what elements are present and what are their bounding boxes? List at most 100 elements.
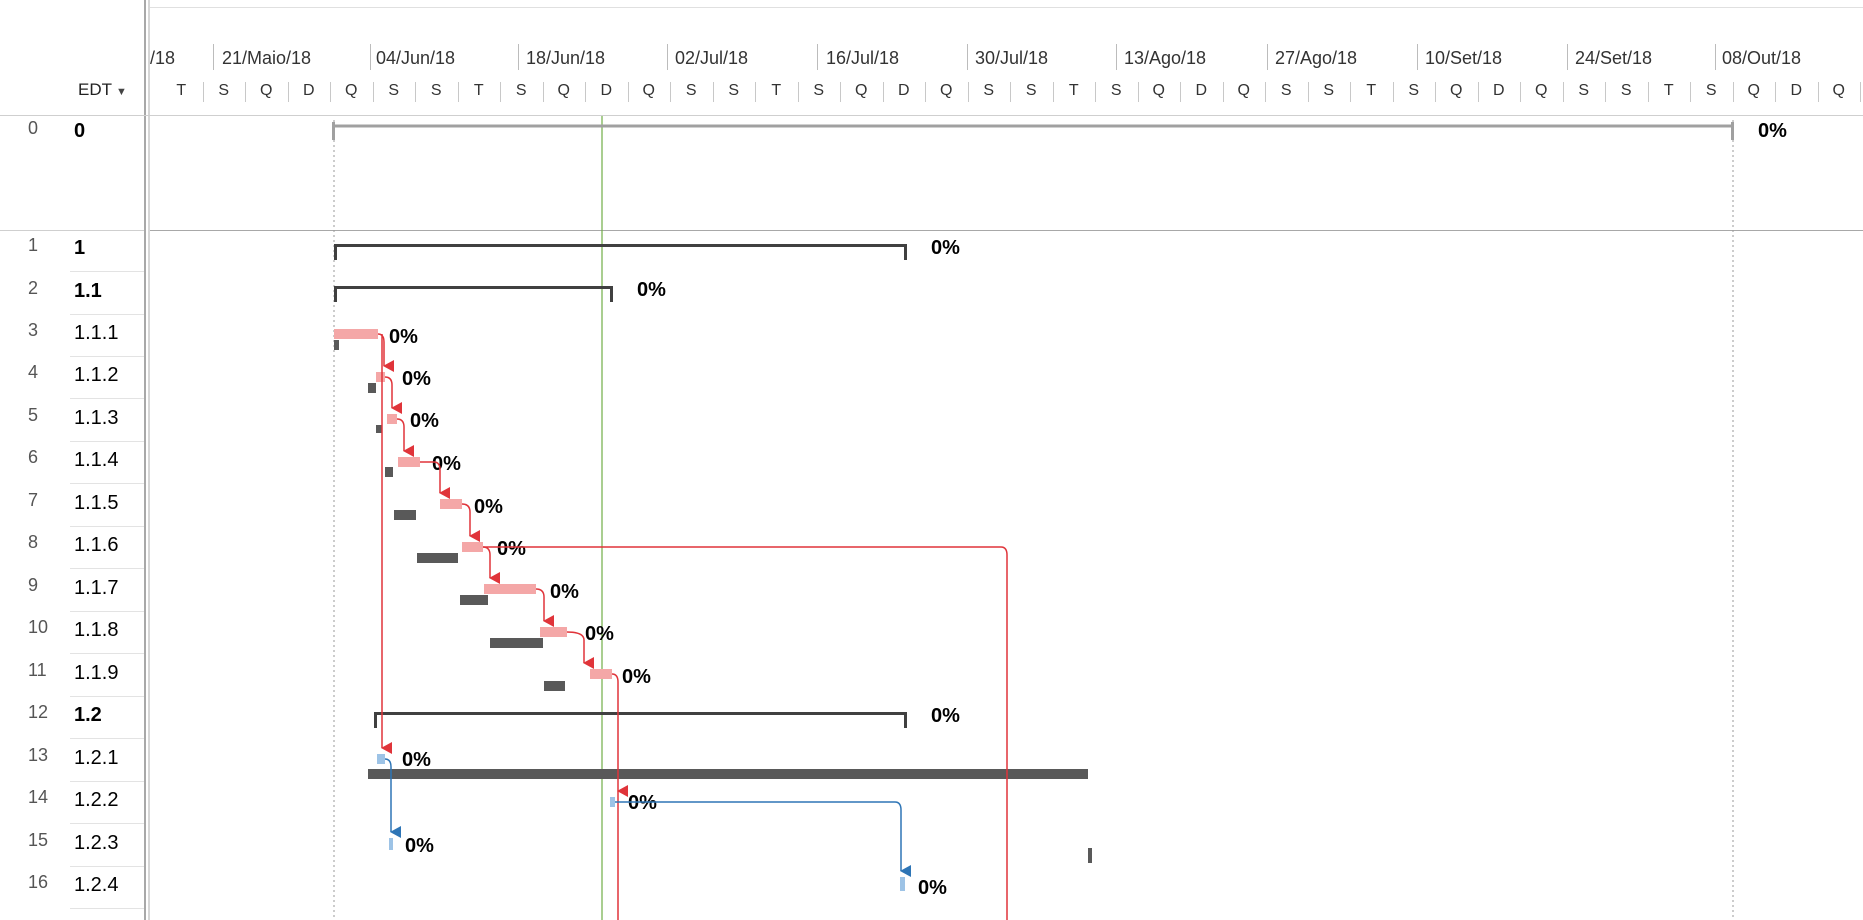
edt-cell[interactable]: 1.1.5 <box>74 492 119 514</box>
timescale-day-separator <box>755 82 756 102</box>
timescale-period-separator <box>1715 44 1716 70</box>
edt-cell[interactable]: 1 <box>74 237 86 259</box>
timescale-period-label: 04/Jun/18 <box>376 48 456 68</box>
row-number[interactable]: 9 <box>28 575 39 595</box>
timescale-day-separator <box>967 82 969 102</box>
critical-task-bar <box>387 414 397 424</box>
edt-cell[interactable]: 1.2.3 <box>74 832 119 854</box>
timescale-day-separator <box>585 82 586 102</box>
timescale-period-separator <box>967 44 968 70</box>
timescale-period-separator <box>518 44 519 70</box>
timescale-period-separator <box>1116 44 1117 70</box>
baseline-bar <box>376 425 382 433</box>
edt-cell[interactable]: 1.1.2 <box>74 364 119 386</box>
timescale-day-label: Q <box>345 82 358 99</box>
row-number[interactable]: 8 <box>28 532 39 552</box>
timescale-day-separator <box>1817 82 1819 102</box>
summary-bar-start-cap <box>334 244 337 260</box>
summary-bar-start-cap <box>334 286 337 302</box>
row-separator <box>70 696 144 697</box>
row-number[interactable]: 4 <box>28 362 39 382</box>
row-number[interactable]: 14 <box>28 787 49 807</box>
timescale-day-label: D <box>1195 82 1208 99</box>
edt-cell[interactable]: 1.2.1 <box>74 747 119 769</box>
row-number[interactable]: 6 <box>28 447 39 467</box>
edt-column <box>70 0 145 920</box>
edt-cell[interactable]: 1.1.9 <box>74 662 119 684</box>
gantt-bars-area: 0% 0% 0% 0% 0% 0% 0% 0% 0% 0% 0% 0% 0% 0% 0% 0% 0% <box>332 116 1787 920</box>
edt-cell[interactable]: 0 <box>74 120 86 142</box>
row-number[interactable]: 11 <box>28 660 47 680</box>
percent-complete-label: 0% <box>402 368 431 390</box>
summary-bar <box>334 244 907 247</box>
edt-cell[interactable]: 1.2.4 <box>74 874 119 896</box>
timescale-day-separator <box>1477 82 1479 102</box>
percent-complete-label: 0% <box>402 749 431 771</box>
timescale-day-label: Q <box>1747 82 1760 99</box>
baseline-bar <box>544 681 565 691</box>
timescale-day-label: S <box>1578 82 1590 99</box>
timescale-day-label: S <box>728 82 740 99</box>
timescale-day-separator <box>457 82 459 102</box>
row-number[interactable]: 1 <box>28 235 39 255</box>
edt-column-header[interactable]: EDT ▼ <box>78 80 127 100</box>
row-number[interactable]: 13 <box>28 745 49 765</box>
timescale-day-separator <box>287 82 289 102</box>
critical-task-bar <box>540 627 567 637</box>
baseline-bar <box>1088 848 1092 860</box>
edt-cell[interactable]: 1.1.1 <box>74 322 119 344</box>
timescale-period-separator <box>667 44 668 70</box>
critical-task-bar <box>462 542 483 552</box>
row-number[interactable]: 2 <box>28 278 39 298</box>
edt-cell[interactable]: 1.1 <box>74 280 102 302</box>
pane-splitter[interactable] <box>144 0 146 920</box>
edt-cell[interactable]: 1.1.8 <box>74 619 119 641</box>
percent-complete-label: 0% <box>918 877 947 899</box>
edt-cell[interactable]: 1.1.4 <box>74 449 119 471</box>
row-number[interactable]: 5 <box>28 405 39 425</box>
edt-cell[interactable]: 1.2 <box>74 704 102 726</box>
row-number[interactable]: 16 <box>28 872 49 892</box>
filter-dropdown-icon[interactable]: ▼ <box>116 86 127 98</box>
timescale-period-label: 27/Ago/18 <box>1275 48 1358 68</box>
timescale-period-label: 13/Ago/18 <box>1124 48 1207 68</box>
timescale-day-separator <box>1605 82 1606 102</box>
row-number[interactable]: 15 <box>28 830 49 850</box>
percent-complete-label: 0% <box>497 538 526 560</box>
timescale-day-label: T <box>176 82 187 99</box>
timescale-day-separator <box>330 82 331 102</box>
row-number[interactable]: 3 <box>28 320 39 340</box>
row-separator <box>70 314 144 315</box>
edt-cell[interactable]: 1.2.2 <box>74 789 119 811</box>
timescale-day-label: D <box>897 82 910 99</box>
timescale-period-separator <box>1567 44 1568 70</box>
timescale-day-label: S <box>1323 82 1335 99</box>
row-number[interactable]: 0 <box>28 118 39 138</box>
timescale-day-separator <box>712 82 714 102</box>
row-separator <box>70 271 144 272</box>
timescale-day-separator <box>1265 82 1266 102</box>
row-number[interactable]: 12 <box>28 702 49 722</box>
row-number[interactable]: 7 <box>28 490 39 510</box>
dependency-link <box>384 376 402 414</box>
edt-cell[interactable]: 1.1.7 <box>74 577 119 599</box>
timescale-day-label: S <box>515 82 527 99</box>
timescale-period-label: 30/Jul/18 <box>975 48 1049 68</box>
row-number[interactable]: 10 <box>28 617 49 637</box>
row-separator <box>70 781 144 782</box>
timescale-day-label: S <box>1408 82 1420 99</box>
row-separator <box>70 866 144 867</box>
percent-complete-label: 0% <box>432 453 461 475</box>
timescale-day-label: D <box>302 82 315 99</box>
critical-task-bar <box>484 584 536 594</box>
summary-bar-end-cap <box>610 286 613 302</box>
edt-cell[interactable]: 1.1.3 <box>74 407 119 429</box>
row-separator <box>70 568 144 569</box>
timescale-day-label: S <box>983 82 995 99</box>
percent-complete-label: 0% <box>931 705 960 727</box>
timescale-day-label: D <box>1790 82 1803 99</box>
critical-task-bar <box>334 329 378 339</box>
edt-cell[interactable]: 1.1.6 <box>74 534 119 556</box>
timescale-day-separator <box>1690 82 1691 102</box>
